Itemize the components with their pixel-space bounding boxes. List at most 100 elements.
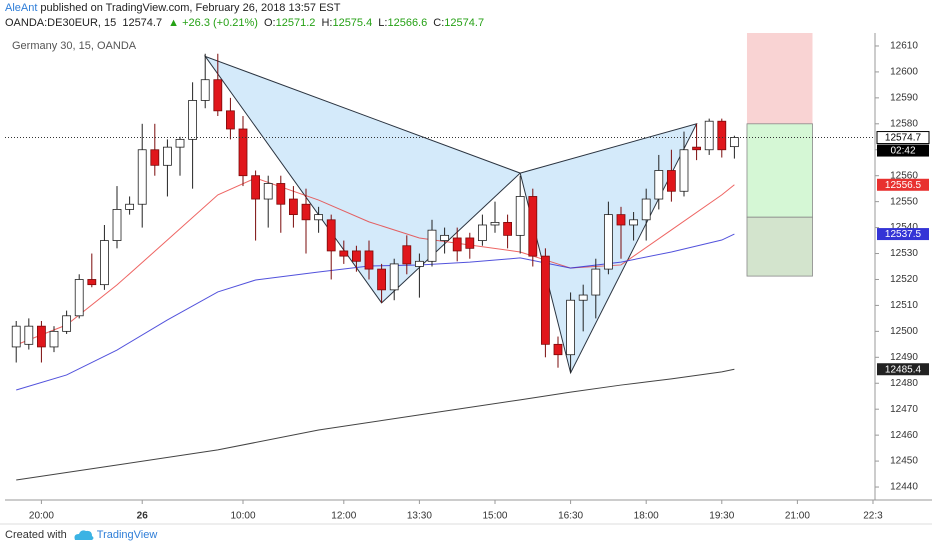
- countdown-badge: [877, 144, 929, 157]
- candle-body: [616, 214, 626, 226]
- change: ▲ +26.3 (+0.21%): [168, 17, 258, 29]
- candle-body: [528, 196, 538, 257]
- ohlc-value: 12571.2: [275, 17, 316, 29]
- logo-icon[interactable]: [73, 528, 95, 542]
- price-badge-label: 12556.5: [885, 180, 922, 191]
- footer: Created with TradingView: [5, 528, 157, 542]
- candle-body: [62, 315, 72, 332]
- candle-body: [402, 245, 412, 265]
- candle-body: [704, 120, 714, 151]
- y-tick-label: 12450: [890, 456, 918, 467]
- y-tick-label: 12480: [890, 378, 918, 389]
- y-tick-label: 12470: [890, 404, 918, 415]
- candle-body: [213, 79, 223, 112]
- candle-body: [125, 203, 135, 210]
- candle-body: [666, 170, 676, 192]
- y-tick-label: 12600: [890, 67, 918, 78]
- candle-body: [679, 149, 689, 192]
- candle-body: [226, 110, 235, 130]
- candle-body: [427, 229, 437, 262]
- chart-title: Germany 30, 15, OANDA: [12, 40, 137, 52]
- candle-body: [641, 198, 651, 221]
- y-tick-label: 12460: [890, 430, 918, 441]
- x-tick-label: 22:3: [863, 511, 883, 522]
- price-badge: [877, 178, 929, 191]
- x-tick-label: 13:30: [407, 511, 432, 522]
- x-tick-label: 18:00: [634, 511, 659, 522]
- candle-body: [440, 234, 449, 241]
- candle-body: [629, 219, 638, 226]
- price-badge-label: 12574.7: [885, 133, 922, 144]
- candle-body: [137, 149, 147, 205]
- y-tick-label: 12440: [890, 482, 918, 493]
- target-zone: [746, 216, 813, 277]
- candle-body: [364, 250, 374, 270]
- candle-body: [692, 146, 701, 151]
- candle-body: [654, 170, 664, 200]
- countdown: 02:42: [890, 146, 915, 157]
- y-tick-label: 12610: [890, 41, 918, 52]
- candle-body: [251, 175, 261, 200]
- y-tick-label: 12560: [890, 170, 918, 181]
- ohlc-label: H:: [321, 17, 333, 29]
- candle-body: [578, 294, 588, 301]
- ohlc-label: O:: [264, 17, 276, 29]
- candle-body: [49, 330, 59, 348]
- symbol: OANDA:DE30EUR, 15: [5, 17, 117, 29]
- ohlc-value: 12575.4: [332, 17, 373, 29]
- ohlc-value: 12574.7: [444, 17, 485, 29]
- price-badge: [877, 363, 929, 376]
- price-badge: [876, 131, 930, 145]
- header-line-2: OANDA:DE30EUR, 15 12574.7 ▲ +26.3 (+0.21…: [5, 17, 487, 29]
- plot-area: [5, 33, 875, 481]
- y-tick-label: 12590: [890, 93, 918, 104]
- moving-average: [16, 177, 735, 346]
- candle-body: [163, 146, 172, 166]
- price-badge: [877, 228, 929, 241]
- x-tick-label: 10:00: [230, 511, 255, 522]
- candle-body: [377, 268, 387, 291]
- candle-body: [540, 255, 550, 345]
- candle-body: [276, 183, 286, 205]
- x-tick-label: 21:00: [785, 511, 810, 522]
- x-tick-label: 20:00: [29, 511, 54, 522]
- y-tick-label: 12500: [890, 326, 918, 337]
- x-tick-label: 15:00: [482, 511, 507, 522]
- candle-body: [566, 299, 575, 356]
- candle-body: [729, 137, 739, 148]
- price-badge-label: 12537.5: [885, 229, 922, 240]
- y-tick-label: 12540: [890, 222, 918, 233]
- candle-body: [591, 268, 601, 296]
- candle-body: [477, 224, 487, 241]
- candle-body: [100, 240, 109, 286]
- candle-body: [553, 343, 563, 356]
- candle-body: [515, 196, 525, 236]
- x-tick-label: 12:00: [331, 511, 356, 522]
- candle-body: [74, 279, 84, 317]
- candle-body: [717, 120, 727, 151]
- y-tick-label: 12490: [890, 352, 918, 363]
- y-tick-label: 12520: [890, 274, 918, 285]
- author[interactable]: AleAnt: [5, 2, 38, 14]
- ohlc-value: 12566.6: [387, 17, 428, 29]
- x-tick-label: 19:30: [709, 511, 734, 522]
- brand[interactable]: TradingView: [96, 529, 158, 541]
- candle-body: [352, 250, 361, 262]
- candle-body: [301, 203, 311, 221]
- candle-body: [603, 214, 613, 270]
- candle-body: [503, 221, 512, 236]
- ohlc-label: L:: [378, 17, 388, 29]
- candle-body: [490, 221, 500, 226]
- x-tick-label: 26: [137, 511, 149, 522]
- y-tick-label: 12510: [890, 300, 918, 311]
- y-tick-label: 12530: [890, 248, 918, 259]
- candle-body: [188, 100, 198, 140]
- candle-body: [112, 209, 122, 241]
- ohlc-label: C:: [433, 17, 445, 29]
- candle-body: [200, 79, 210, 101]
- axes: 12440 12450 12460 12470 12480 12490 12500 12510…: [29, 41, 930, 522]
- moving-average: [16, 368, 735, 481]
- y-tick-label: 12580: [890, 118, 918, 129]
